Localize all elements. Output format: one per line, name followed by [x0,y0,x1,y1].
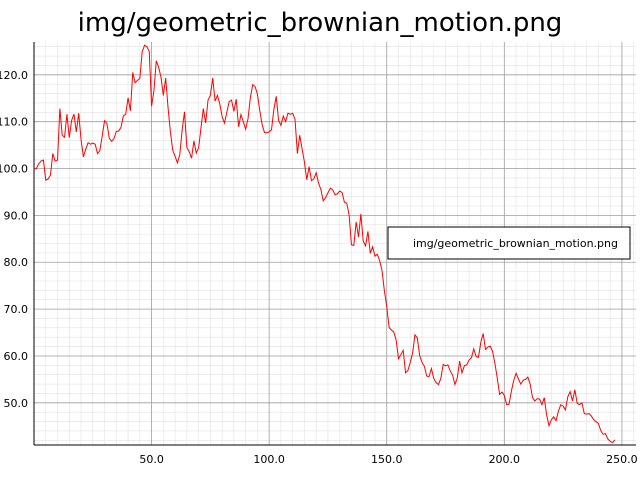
x-tick-label: 100.0 [253,453,285,466]
x-tick-label: 200.0 [489,453,521,466]
y-tick-label: 80.0 [4,256,29,269]
legend-entry-label: img/geometric_brownian_motion.png [413,237,618,250]
chart-title: img/geometric_brownian_motion.png [78,8,563,38]
y-tick-label: 60.0 [4,350,29,363]
plot-area: 50.0 100.0 150.0 200.0 250.0 50.0 60.0 70.0 80.0… [0,42,638,466]
x-tick-label: 150.0 [371,453,403,466]
y-tick-label: 110.0 [0,116,28,129]
y-tick-label: 50.0 [4,397,29,410]
x-tick-label: 250.0 [606,453,638,466]
y-tick-label: 120.0 [0,69,28,82]
y-tick-label: 90.0 [4,209,29,222]
series-line [33,44,616,444]
y-tick-label: 100.0 [0,163,28,176]
x-tick-label: 50.0 [139,453,164,466]
y-tick-label: 70.0 [4,303,29,316]
legend-box [387,226,631,260]
